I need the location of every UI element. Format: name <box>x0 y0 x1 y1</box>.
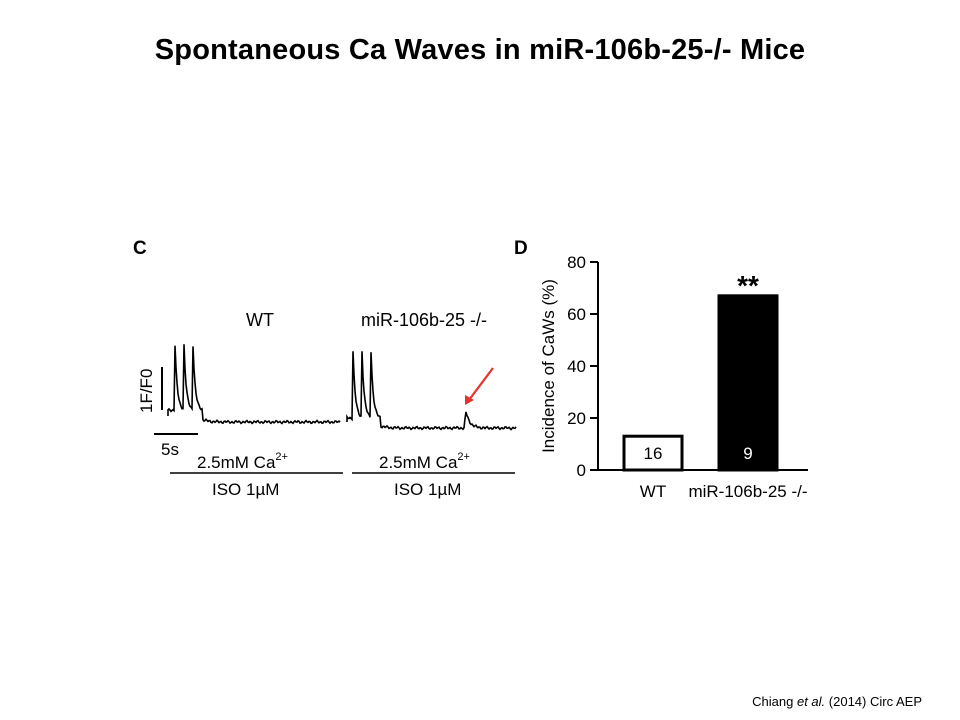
wt-condition-bottom: ISO 1µM <box>212 480 279 499</box>
x-tick-label: WT <box>640 482 666 501</box>
x-scale-label: 5s <box>161 440 179 459</box>
significance-marker: ** <box>737 270 759 301</box>
bar-count-label: 9 <box>743 444 752 463</box>
y-tick-label: 60 <box>567 305 586 324</box>
bar <box>717 294 779 472</box>
bars: 16 9 ** <box>622 270 779 472</box>
x-tick-labels: WT miR-106b-25 -/- <box>640 482 808 501</box>
panel-c-label: C <box>133 238 147 259</box>
x-tick-label: miR-106b-25 -/- <box>688 482 807 501</box>
panel-d-label: D <box>514 238 528 259</box>
y-ticks: 0 20 40 60 80 <box>567 253 598 480</box>
y-tick-label: 40 <box>567 357 586 376</box>
y-tick-label: 20 <box>567 409 586 428</box>
trace-label-wt: WT <box>246 310 274 330</box>
trace-label-ko: miR-106b-25 -/- <box>361 310 487 330</box>
ko-condition-top: 2.5mM Ca2+ <box>379 451 470 472</box>
bar-chart-ylabel: Incidence of CaWs (%) <box>539 279 558 453</box>
slide-title: Spontaneous Ca Waves in miR-106b-25-/- M… <box>154 34 806 66</box>
spontaneous-wave-arrow <box>465 367 494 405</box>
trace-ko <box>346 351 517 431</box>
y-scale-label: 1F/F0 <box>137 369 156 413</box>
y-tick-label: 0 <box>577 461 586 480</box>
ko-condition-bottom: ISO 1µM <box>394 480 461 499</box>
y-tick-label: 80 <box>567 253 586 272</box>
trace-wt <box>167 344 341 425</box>
bar-count-label: 16 <box>644 444 663 463</box>
bar <box>622 434 684 472</box>
wt-condition-top: 2.5mM Ca2+ <box>197 451 288 472</box>
citation: Chiang et al. (2014) Circ AEP <box>752 694 922 709</box>
